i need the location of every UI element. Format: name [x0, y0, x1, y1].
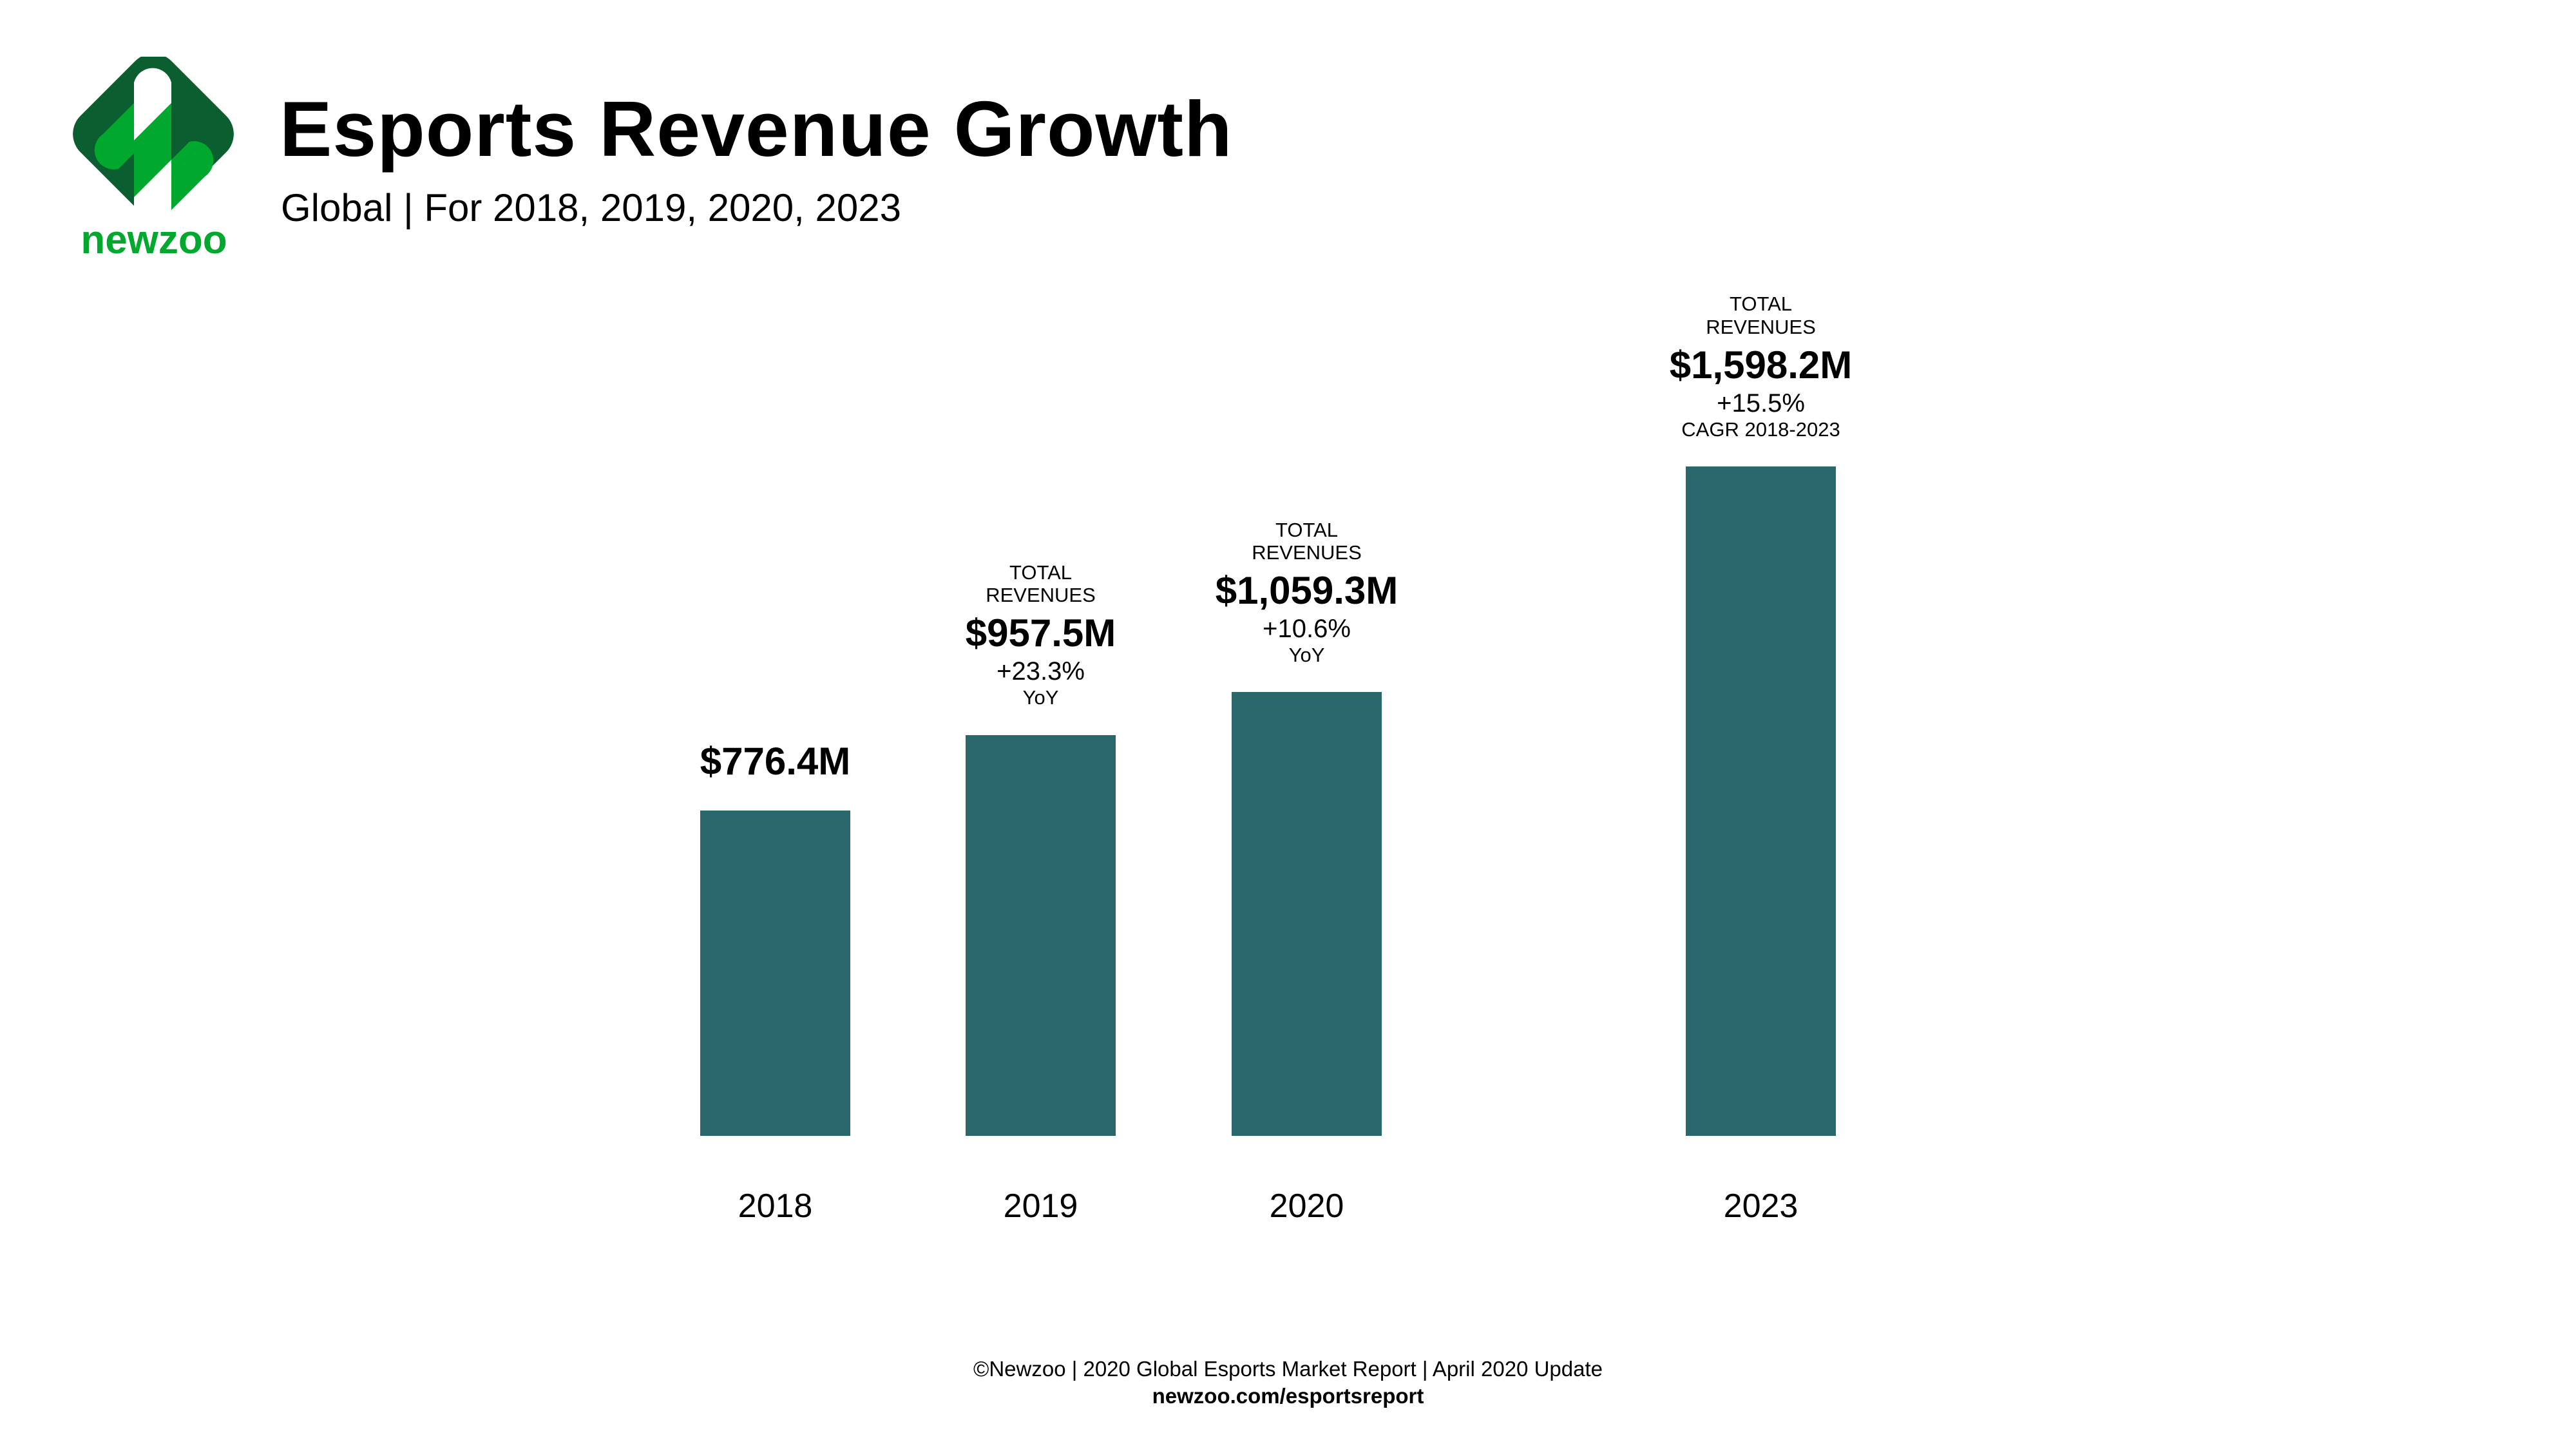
value-label: $1,059.3M: [1215, 568, 1398, 612]
bar-2018: [700, 811, 850, 1136]
change-label: +15.5%: [1717, 389, 1805, 417]
svg-text:newzoo: newzoo: [81, 218, 227, 260]
report-link[interactable]: newzoo.com/esportsreport: [1152, 1384, 1424, 1408]
footer: ©Newzoo | 2020 Global Esports Market Rep…: [0, 1357, 2576, 1408]
change-label: +10.6%: [1263, 614, 1351, 643]
label-total-revenues: TOTAL REVENUES: [986, 561, 1096, 607]
change-label: +23.3%: [997, 657, 1085, 686]
change-note: CAGR 2018-2023: [1681, 417, 1840, 441]
bar-2023: [1686, 466, 1836, 1136]
x-tick-label: 2023: [1723, 1187, 1798, 1225]
value-label: $776.4M: [700, 740, 851, 783]
data-label-2018: $776.4M: [615, 735, 937, 785]
change-note: YoY: [1022, 686, 1059, 709]
data-label-2023: TOTAL REVENUES $1,598.2M +15.5% CAGR 2018-2…: [1600, 293, 1922, 441]
chart-title: Esports Revenue Growth: [280, 85, 1233, 173]
bar-2019: [966, 734, 1116, 1136]
chart-subtitle: Global | For 2018, 2019, 2020, 2023: [281, 186, 901, 229]
source-note: ©Newzoo | 2020 Global Esports Market Rep…: [973, 1357, 1603, 1381]
label-total-revenues: TOTAL REVENUES: [1706, 293, 1816, 338]
newzoo-logo: newzoo: [73, 57, 234, 260]
value-label: $957.5M: [965, 611, 1116, 655]
value-label: $1,598.2M: [1669, 343, 1853, 387]
bar-2020: [1232, 692, 1382, 1136]
x-tick-label: 2020: [1269, 1187, 1344, 1225]
x-tick-label: 2018: [738, 1187, 813, 1225]
change-note: YoY: [1288, 643, 1325, 666]
x-tick-label: 2019: [1003, 1187, 1078, 1225]
label-total-revenues: TOTAL REVENUES: [1252, 518, 1362, 564]
data-label-2019: TOTAL REVENUES $957.5M +23.3% YoY: [880, 561, 1202, 709]
data-label-2020: TOTAL REVENUES $1,059.3M +10.6% YoY: [1146, 519, 1468, 667]
